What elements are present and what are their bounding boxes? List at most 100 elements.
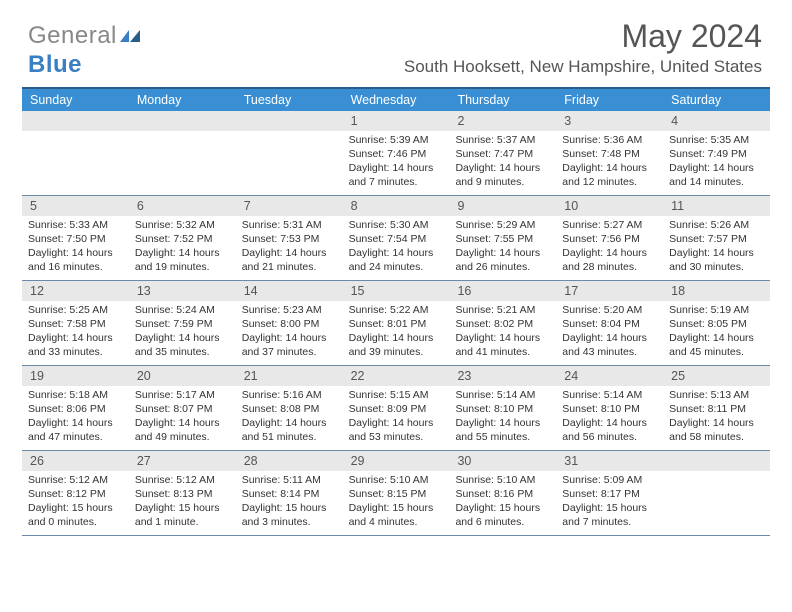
day-number: 15 [343, 281, 450, 301]
day-details: Sunrise: 5:29 AMSunset: 7:55 PMDaylight:… [449, 216, 556, 278]
day-number [22, 111, 129, 131]
calendar-day-cell: 31Sunrise: 5:09 AMSunset: 8:17 PMDayligh… [556, 451, 663, 535]
day-number: 9 [449, 196, 556, 216]
day-details: Sunrise: 5:10 AMSunset: 8:16 PMDaylight:… [449, 471, 556, 533]
calendar-day-cell: 13Sunrise: 5:24 AMSunset: 7:59 PMDayligh… [129, 281, 236, 365]
day-number: 26 [22, 451, 129, 471]
day-details: Sunrise: 5:24 AMSunset: 7:59 PMDaylight:… [129, 301, 236, 363]
calendar-week-row: 19Sunrise: 5:18 AMSunset: 8:06 PMDayligh… [22, 366, 770, 451]
day-details: Sunrise: 5:18 AMSunset: 8:06 PMDaylight:… [22, 386, 129, 448]
calendar-day-cell: 4Sunrise: 5:35 AMSunset: 7:49 PMDaylight… [663, 111, 770, 195]
calendar-week-row: 12Sunrise: 5:25 AMSunset: 7:58 PMDayligh… [22, 281, 770, 366]
weekday-header: Friday [556, 89, 663, 111]
day-details: Sunrise: 5:30 AMSunset: 7:54 PMDaylight:… [343, 216, 450, 278]
day-details: Sunrise: 5:33 AMSunset: 7:50 PMDaylight:… [22, 216, 129, 278]
day-number: 11 [663, 196, 770, 216]
calendar-day-cell: 6Sunrise: 5:32 AMSunset: 7:52 PMDaylight… [129, 196, 236, 280]
day-number: 14 [236, 281, 343, 301]
calendar-day-cell: 28Sunrise: 5:11 AMSunset: 8:14 PMDayligh… [236, 451, 343, 535]
day-details: Sunrise: 5:23 AMSunset: 8:00 PMDaylight:… [236, 301, 343, 363]
calendar-day-cell: 30Sunrise: 5:10 AMSunset: 8:16 PMDayligh… [449, 451, 556, 535]
day-number: 27 [129, 451, 236, 471]
day-number: 23 [449, 366, 556, 386]
day-number: 3 [556, 111, 663, 131]
weekday-header: Monday [129, 89, 236, 111]
day-number: 31 [556, 451, 663, 471]
day-number: 13 [129, 281, 236, 301]
day-details: Sunrise: 5:31 AMSunset: 7:53 PMDaylight:… [236, 216, 343, 278]
day-details: Sunrise: 5:12 AMSunset: 8:12 PMDaylight:… [22, 471, 129, 533]
weekday-header: Sunday [22, 89, 129, 111]
day-number: 22 [343, 366, 450, 386]
calendar-day-cell: 18Sunrise: 5:19 AMSunset: 8:05 PMDayligh… [663, 281, 770, 365]
calendar-day-cell: 8Sunrise: 5:30 AMSunset: 7:54 PMDaylight… [343, 196, 450, 280]
day-details: Sunrise: 5:32 AMSunset: 7:52 PMDaylight:… [129, 216, 236, 278]
calendar-day-cell: 21Sunrise: 5:16 AMSunset: 8:08 PMDayligh… [236, 366, 343, 450]
day-details: Sunrise: 5:19 AMSunset: 8:05 PMDaylight:… [663, 301, 770, 363]
calendar-day-cell: 26Sunrise: 5:12 AMSunset: 8:12 PMDayligh… [22, 451, 129, 535]
day-number: 18 [663, 281, 770, 301]
day-number: 5 [22, 196, 129, 216]
day-number: 30 [449, 451, 556, 471]
day-details: Sunrise: 5:20 AMSunset: 8:04 PMDaylight:… [556, 301, 663, 363]
day-number: 21 [236, 366, 343, 386]
calendar-day-cell: 22Sunrise: 5:15 AMSunset: 8:09 PMDayligh… [343, 366, 450, 450]
calendar: SundayMondayTuesdayWednesdayThursdayFrid… [22, 87, 770, 536]
logo-text-blue: Blue [28, 51, 82, 78]
calendar-day-cell: 29Sunrise: 5:10 AMSunset: 8:15 PMDayligh… [343, 451, 450, 535]
calendar-day-cell [129, 111, 236, 195]
day-details: Sunrise: 5:12 AMSunset: 8:13 PMDaylight:… [129, 471, 236, 533]
day-number: 1 [343, 111, 450, 131]
day-details: Sunrise: 5:14 AMSunset: 8:10 PMDaylight:… [449, 386, 556, 448]
weekday-header: Wednesday [343, 89, 450, 111]
calendar-day-cell: 10Sunrise: 5:27 AMSunset: 7:56 PMDayligh… [556, 196, 663, 280]
calendar-week-row: 5Sunrise: 5:33 AMSunset: 7:50 PMDaylight… [22, 196, 770, 281]
calendar-day-cell: 16Sunrise: 5:21 AMSunset: 8:02 PMDayligh… [449, 281, 556, 365]
day-details: Sunrise: 5:27 AMSunset: 7:56 PMDaylight:… [556, 216, 663, 278]
weekday-header: Saturday [663, 89, 770, 111]
day-details: Sunrise: 5:14 AMSunset: 8:10 PMDaylight:… [556, 386, 663, 448]
day-details: Sunrise: 5:22 AMSunset: 8:01 PMDaylight:… [343, 301, 450, 363]
logo-text-gray: General [28, 22, 117, 49]
day-number [663, 451, 770, 471]
day-number [236, 111, 343, 131]
calendar-day-cell: 14Sunrise: 5:23 AMSunset: 8:00 PMDayligh… [236, 281, 343, 365]
calendar-day-cell: 19Sunrise: 5:18 AMSunset: 8:06 PMDayligh… [22, 366, 129, 450]
calendar-day-cell: 27Sunrise: 5:12 AMSunset: 8:13 PMDayligh… [129, 451, 236, 535]
day-number: 25 [663, 366, 770, 386]
day-details: Sunrise: 5:26 AMSunset: 7:57 PMDaylight:… [663, 216, 770, 278]
day-number: 16 [449, 281, 556, 301]
calendar-day-cell: 3Sunrise: 5:36 AMSunset: 7:48 PMDaylight… [556, 111, 663, 195]
day-number: 29 [343, 451, 450, 471]
day-number: 17 [556, 281, 663, 301]
calendar-day-cell: 12Sunrise: 5:25 AMSunset: 7:58 PMDayligh… [22, 281, 129, 365]
calendar-day-cell: 25Sunrise: 5:13 AMSunset: 8:11 PMDayligh… [663, 366, 770, 450]
day-details: Sunrise: 5:13 AMSunset: 8:11 PMDaylight:… [663, 386, 770, 448]
day-details: Sunrise: 5:15 AMSunset: 8:09 PMDaylight:… [343, 386, 450, 448]
calendar-day-cell: 24Sunrise: 5:14 AMSunset: 8:10 PMDayligh… [556, 366, 663, 450]
day-number: 6 [129, 196, 236, 216]
day-number: 7 [236, 196, 343, 216]
day-number: 10 [556, 196, 663, 216]
calendar-day-cell [236, 111, 343, 195]
day-details: Sunrise: 5:36 AMSunset: 7:48 PMDaylight:… [556, 131, 663, 193]
logo-icon [119, 23, 141, 51]
day-number: 19 [22, 366, 129, 386]
day-number: 28 [236, 451, 343, 471]
calendar-day-cell: 9Sunrise: 5:29 AMSunset: 7:55 PMDaylight… [449, 196, 556, 280]
calendar-day-cell [663, 451, 770, 535]
day-number: 20 [129, 366, 236, 386]
day-number: 2 [449, 111, 556, 131]
weekday-header: Tuesday [236, 89, 343, 111]
calendar-day-cell: 7Sunrise: 5:31 AMSunset: 7:53 PMDaylight… [236, 196, 343, 280]
day-details: Sunrise: 5:11 AMSunset: 8:14 PMDaylight:… [236, 471, 343, 533]
day-details: Sunrise: 5:21 AMSunset: 8:02 PMDaylight:… [449, 301, 556, 363]
weekday-header-row: SundayMondayTuesdayWednesdayThursdayFrid… [22, 89, 770, 111]
logo: General Blue [28, 22, 141, 79]
calendar-day-cell: 2Sunrise: 5:37 AMSunset: 7:47 PMDaylight… [449, 111, 556, 195]
day-number: 24 [556, 366, 663, 386]
day-details: Sunrise: 5:09 AMSunset: 8:17 PMDaylight:… [556, 471, 663, 533]
day-details: Sunrise: 5:17 AMSunset: 8:07 PMDaylight:… [129, 386, 236, 448]
day-number: 8 [343, 196, 450, 216]
calendar-day-cell: 15Sunrise: 5:22 AMSunset: 8:01 PMDayligh… [343, 281, 450, 365]
